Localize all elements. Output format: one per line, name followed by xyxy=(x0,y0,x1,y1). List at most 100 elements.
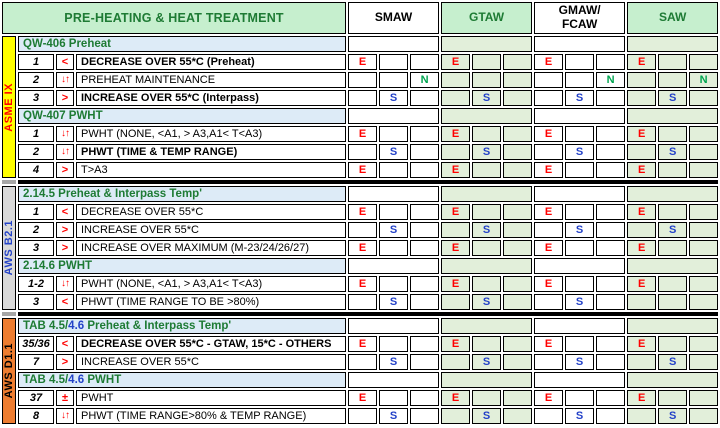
change-symbol: < xyxy=(56,336,74,352)
process-header-smaw: SMAW xyxy=(348,2,440,34)
group-title-text: 2.14.5 Preheat & Interpass Temp' xyxy=(23,188,202,200)
process-header-gtaw: GTAW xyxy=(441,2,533,34)
result-cell: S xyxy=(379,222,409,238)
result-cell xyxy=(596,54,626,70)
result-cell xyxy=(596,162,626,178)
result-cell xyxy=(472,336,502,352)
group-header-spacer xyxy=(534,372,626,388)
result-cell: E xyxy=(627,240,657,256)
table-row: 1 < DECREASE OVER 55*C (Preheat) E E E E xyxy=(2,54,719,70)
result-cell: E xyxy=(534,162,564,178)
result-cell xyxy=(534,72,564,88)
result-cell xyxy=(410,144,440,160)
result-cell: E xyxy=(534,204,564,220)
group-title: 2.14.5 Preheat & Interpass Temp' xyxy=(18,186,347,202)
group-header-spacer xyxy=(441,258,533,274)
result-cell: E xyxy=(441,54,471,70)
result-cell xyxy=(503,276,533,292)
change-symbol: > xyxy=(56,354,74,370)
change-symbol: > xyxy=(56,222,74,238)
result-cell xyxy=(379,126,409,142)
result-cell xyxy=(689,336,719,352)
result-cell xyxy=(689,126,719,142)
requirement-description: PREHEAT MAINTENANCE xyxy=(76,72,347,88)
result-cell xyxy=(472,240,502,256)
result-cell xyxy=(596,276,626,292)
result-cell: E xyxy=(627,336,657,352)
table-row: 3 < PHWT (TIME RANGE TO BE >80%) S S S xyxy=(2,294,719,310)
requirement-description: DECREASE OVER 55*C (Preheat) xyxy=(76,54,347,70)
result-cell xyxy=(348,144,378,160)
result-cell xyxy=(689,162,719,178)
result-cell: N xyxy=(596,72,626,88)
result-cell xyxy=(379,390,409,406)
group-header-spacer xyxy=(441,108,533,124)
change-symbol: ↓↑ xyxy=(56,144,74,160)
group-title-text: PWHT xyxy=(84,374,122,386)
row-number: 8 xyxy=(18,408,54,424)
result-cell xyxy=(534,222,564,238)
group-header-row: ASME IX QW-406 Preheat xyxy=(2,36,719,178)
group-header-spacer xyxy=(348,186,440,202)
result-cell xyxy=(503,90,533,106)
table-row: 4 > T>A3 E E E E xyxy=(2,162,719,178)
group-title: 2.14.6 PWHT xyxy=(18,258,347,274)
result-cell: E xyxy=(534,240,564,256)
row-number: 35/36 xyxy=(18,336,54,352)
requirement-description: PHWT (TIME RANGE TO BE >80%) xyxy=(76,294,347,310)
standard-strip-aws-b21: AWS B2.1 xyxy=(2,186,16,310)
group-header-spacer xyxy=(348,318,440,334)
result-cell xyxy=(596,240,626,256)
result-cell: S xyxy=(472,354,502,370)
row-number: 3 xyxy=(18,240,54,256)
result-cell xyxy=(472,390,502,406)
result-cell xyxy=(534,90,564,106)
result-cell xyxy=(472,276,502,292)
result-cell xyxy=(565,336,595,352)
result-cell xyxy=(689,276,719,292)
group-header-spacer xyxy=(627,186,719,202)
result-cell: E xyxy=(534,126,564,142)
row-number: 1-2 xyxy=(18,276,54,292)
row-number: 3 xyxy=(18,294,54,310)
result-cell xyxy=(441,222,471,238)
result-cell: E xyxy=(627,276,657,292)
result-cell: E xyxy=(441,240,471,256)
result-cell xyxy=(534,408,564,424)
result-cell xyxy=(565,126,595,142)
change-symbol: < xyxy=(56,294,74,310)
result-cell xyxy=(689,294,719,310)
result-cell: E xyxy=(441,276,471,292)
result-cell xyxy=(410,222,440,238)
result-cell xyxy=(410,54,440,70)
group-header-spacer xyxy=(348,36,440,52)
result-cell: E xyxy=(348,390,378,406)
result-cell xyxy=(503,126,533,142)
result-cell: E xyxy=(441,126,471,142)
group-title: TAB 4.5/4.6 PWHT xyxy=(18,372,347,388)
result-cell xyxy=(441,144,471,160)
result-cell xyxy=(596,222,626,238)
separator-bar xyxy=(18,312,719,316)
result-cell: S xyxy=(379,144,409,160)
result-cell: E xyxy=(627,162,657,178)
result-cell xyxy=(379,162,409,178)
result-cell xyxy=(379,72,409,88)
result-cell xyxy=(596,390,626,406)
group-header-row: TAB 4.5/4.6 PWHT xyxy=(2,372,719,388)
standard-strip-aws-d11: AWS D1.1 xyxy=(2,318,16,424)
result-cell xyxy=(565,390,595,406)
result-cell xyxy=(410,390,440,406)
result-cell xyxy=(503,294,533,310)
result-cell xyxy=(534,294,564,310)
result-cell xyxy=(441,408,471,424)
group-title: QW-407 PWHT xyxy=(18,108,347,124)
result-cell xyxy=(596,126,626,142)
result-cell xyxy=(441,90,471,106)
change-symbol: > xyxy=(56,90,74,106)
group-title-text: Preheat & Interpass Temp' xyxy=(84,320,232,332)
result-cell xyxy=(410,162,440,178)
group-header-spacer xyxy=(534,108,626,124)
row-number: 7 xyxy=(18,354,54,370)
